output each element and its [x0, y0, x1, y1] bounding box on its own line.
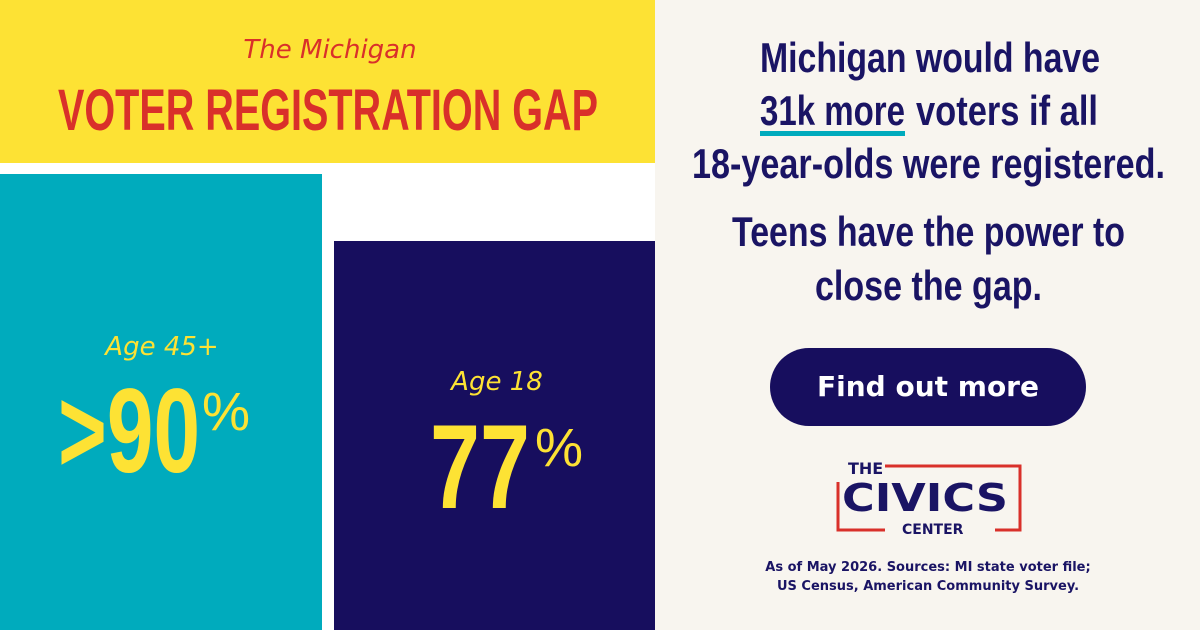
group-unit: % — [202, 382, 250, 442]
header-band — [0, 0, 655, 163]
message-line: 18-year-olds were registered. — [692, 140, 1165, 187]
group-label: Age 18 — [449, 367, 543, 397]
group-figure: >90 — [58, 364, 200, 498]
bar-age-45 — [0, 174, 322, 630]
header-subtitle: The Michigan — [243, 35, 416, 65]
group-unit: % — [535, 418, 583, 478]
logo-top: THE — [848, 459, 883, 478]
header-title: VOTER REGISTRATION GAP — [58, 78, 598, 143]
logo-frame — [836, 482, 885, 532]
message-highlight: 31k more — [760, 87, 905, 134]
logo-frame — [885, 464, 1022, 532]
right-panel — [655, 0, 1200, 630]
highlight-underline — [760, 131, 905, 136]
button-label[interactable]: Find out more — [817, 370, 1039, 403]
bar-age-18 — [334, 241, 655, 630]
footnote: US Census, American Community Survey. — [777, 579, 1079, 594]
message-line: Michigan would have — [760, 34, 1100, 81]
logo-main: CIVICS — [842, 476, 1008, 520]
group-label: Age 45+ — [103, 332, 218, 362]
message-line: voters if all — [916, 87, 1098, 134]
logo-bottom: CENTER — [902, 522, 964, 538]
cta-line: close the gap. — [815, 262, 1042, 309]
group-figure: 77 — [430, 400, 530, 534]
cta-line: Teens have the power to — [732, 208, 1125, 255]
button-shape[interactable] — [770, 348, 1086, 426]
footnote: As of May 2026. Sources: MI state voter … — [765, 560, 1090, 575]
logo: THE CIVICS CENTER — [836, 459, 1022, 538]
button[interactable]: Find out more — [770, 348, 1086, 426]
